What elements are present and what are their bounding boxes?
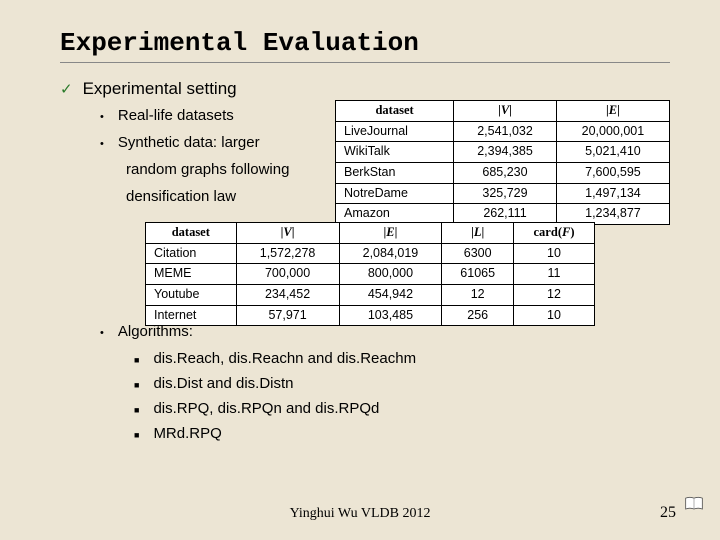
- table-header: |L|: [442, 223, 514, 244]
- table-row: BerkStan685,2307,600,595: [336, 162, 670, 183]
- square-icon: ■: [134, 355, 139, 365]
- table-cell: 1,497,134: [556, 183, 669, 204]
- table-cell: 61065: [442, 264, 514, 285]
- algorithm-text: dis.Reach, dis.Reachn and dis.Reachm: [153, 350, 416, 367]
- algorithm-item: ■ dis.Dist and dis.Distn: [134, 375, 670, 392]
- table-cell: 234,452: [236, 284, 339, 305]
- algorithm-text: dis.RPQ, dis.RPQn and dis.RPQd: [153, 400, 379, 417]
- table-row: WikiTalk2,394,3855,021,410: [336, 142, 670, 163]
- table-row: NotreDame325,7291,497,134: [336, 183, 670, 204]
- table-cell: 700,000: [236, 264, 339, 285]
- table-cell: 6300: [442, 243, 514, 264]
- bullet-icon: •: [100, 138, 104, 150]
- table-header: |V|: [454, 101, 557, 122]
- table-cell: 1,572,278: [236, 243, 339, 264]
- table-header: |E|: [339, 223, 442, 244]
- table-header: dataset: [336, 101, 454, 122]
- table-cell: MEME: [146, 264, 237, 285]
- table-cell: 2,084,019: [339, 243, 442, 264]
- table-header: |V|: [236, 223, 339, 244]
- algorithm-item: ■ dis.RPQ, dis.RPQn and dis.RPQd: [134, 400, 670, 417]
- sub2-text: Synthetic data: larger: [118, 134, 260, 151]
- table-cell: 685,230: [454, 162, 557, 183]
- table-cell: 57,971: [236, 305, 339, 326]
- table-cell: WikiTalk: [336, 142, 454, 163]
- table-cell: 5,021,410: [556, 142, 669, 163]
- table-cell: 256: [442, 305, 514, 326]
- square-icon: ■: [134, 430, 139, 440]
- table-cell: 2,394,385: [454, 142, 557, 163]
- page-number: 25: [660, 504, 676, 522]
- table-cell: 20,000,001: [556, 121, 669, 142]
- check-icon: ✓: [60, 80, 73, 98]
- table-cell: Youtube: [146, 284, 237, 305]
- table-cell: BerkStan: [336, 162, 454, 183]
- bullet-icon: •: [100, 111, 104, 123]
- footer-text: Yinghui Wu VLDB 2012: [0, 506, 720, 522]
- datasets-table-2: dataset|V||E||L|card(F)Citation1,572,278…: [145, 222, 595, 326]
- table-header: card(F): [514, 223, 595, 244]
- algorithm-text: dis.Dist and dis.Distn: [153, 375, 293, 392]
- table-header: dataset: [146, 223, 237, 244]
- table-cell: 11: [514, 264, 595, 285]
- table-cell: 10: [514, 243, 595, 264]
- table-row: Citation1,572,2782,084,019630010: [146, 243, 595, 264]
- table-cell: 2,541,032: [454, 121, 557, 142]
- table-row: Youtube234,452454,9421212: [146, 284, 595, 305]
- table-row: MEME700,000800,0006106511: [146, 264, 595, 285]
- table-cell: 454,942: [339, 284, 442, 305]
- datasets-table-1: dataset|V||E|LiveJournal2,541,03220,000,…: [335, 100, 670, 225]
- sub1-text: Real-life datasets: [118, 107, 234, 124]
- table-cell: 12: [442, 284, 514, 305]
- algorithm-item: ■ dis.Reach, dis.Reachn and dis.Reachm: [134, 350, 670, 367]
- table-cell: LiveJournal: [336, 121, 454, 142]
- table-cell: 10: [514, 305, 595, 326]
- slide-title: Experimental Evaluation: [60, 28, 670, 63]
- experimental-setting-item: ✓ Experimental setting: [60, 79, 670, 99]
- algorithm-text: MRd.RPQ: [153, 425, 221, 442]
- table-cell: Internet: [146, 305, 237, 326]
- table-cell: 325,729: [454, 183, 557, 204]
- square-icon: ■: [134, 405, 139, 415]
- table-cell: 800,000: [339, 264, 442, 285]
- bullet-icon: •: [100, 327, 104, 339]
- table-cell: 103,485: [339, 305, 442, 326]
- table-header: |E|: [556, 101, 669, 122]
- main-bullet-label: Experimental setting: [83, 79, 237, 99]
- table-cell: Citation: [146, 243, 237, 264]
- table-row: LiveJournal2,541,03220,000,001: [336, 121, 670, 142]
- table-cell: NotreDame: [336, 183, 454, 204]
- table-row: Internet57,971103,48525610: [146, 305, 595, 326]
- book-icon: [684, 496, 704, 512]
- square-icon: ■: [134, 380, 139, 390]
- table-cell: 12: [514, 284, 595, 305]
- algorithm-item: ■ MRd.RPQ: [134, 425, 670, 442]
- table-cell: 7,600,595: [556, 162, 669, 183]
